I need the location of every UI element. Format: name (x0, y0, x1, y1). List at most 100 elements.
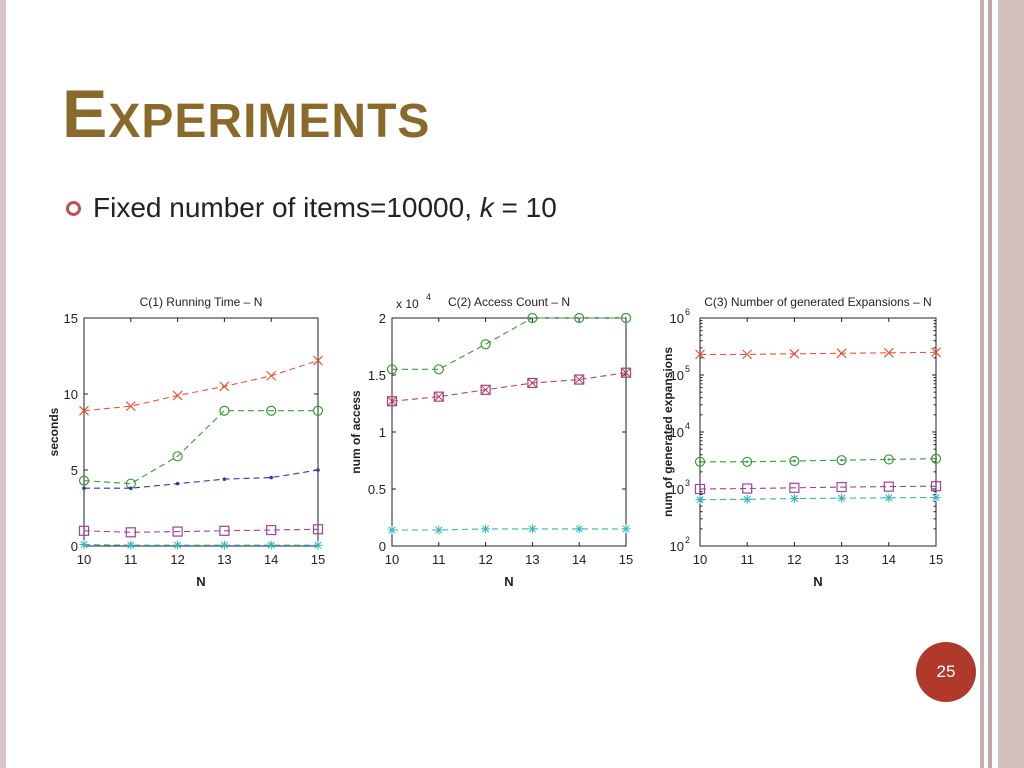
marker-circle (433, 364, 444, 375)
data-point (316, 468, 320, 472)
marker-star (695, 495, 705, 505)
x-tick-label: 15 (311, 552, 325, 567)
marker-dot (175, 481, 180, 486)
data-point (433, 364, 444, 375)
y-tick-label: 10 (670, 368, 684, 383)
axes-frame (391, 317, 627, 547)
data-point (172, 526, 183, 537)
x-axis-label: N (504, 574, 513, 589)
marker-dot (698, 460, 702, 464)
y-tick-label-exponent: 4 (685, 421, 690, 431)
marker-dot (269, 475, 273, 480)
data-point (789, 482, 800, 493)
y-tick-label: 10 (670, 425, 684, 440)
marker-circle (742, 456, 753, 467)
data-point (480, 339, 491, 350)
data-point (620, 312, 632, 324)
x-tick-label: 14 (264, 552, 278, 567)
marker-square (78, 525, 90, 536)
data-point (79, 405, 89, 416)
ring-bullet-icon (66, 200, 81, 216)
marker-x (574, 374, 585, 385)
y-tick-label-exponent: 3 (685, 478, 690, 488)
y-tick-label: 0.5 (368, 482, 386, 497)
y-tick-label: 10 (670, 539, 684, 554)
marker-star (837, 493, 847, 503)
marker-circle (620, 312, 632, 324)
data-point (836, 455, 847, 466)
slide-number-badge: 25 (916, 642, 976, 702)
marker-square (312, 524, 324, 535)
marker-x (79, 405, 89, 416)
data-point (386, 396, 398, 407)
marker-square (883, 481, 894, 492)
data-point (527, 377, 538, 389)
data-point (219, 381, 230, 392)
data-point (78, 475, 90, 486)
marker-circle (836, 455, 847, 466)
data-point (883, 347, 894, 358)
data-point (789, 494, 799, 504)
y-axis-label: num of access (349, 390, 363, 474)
marker-dot (840, 459, 843, 462)
data-point (126, 540, 136, 550)
data-point (125, 401, 136, 412)
marker-circle (480, 339, 491, 350)
data-point (695, 349, 705, 360)
marker-star (266, 540, 276, 550)
y-tick-label: 1 (379, 425, 386, 440)
marker-star (527, 524, 537, 534)
y-tick-label-exponent: 6 (685, 307, 690, 317)
x-tick-label: 10 (77, 552, 91, 567)
marker-x (836, 348, 847, 359)
x-tick-label: 13 (834, 552, 848, 567)
data-point (574, 312, 585, 324)
chart-plot-area: C(3) Number of generated Expansions – N 1… (661, 295, 943, 589)
marker-star (313, 540, 323, 550)
data-point (694, 456, 706, 467)
data-point (931, 347, 941, 358)
data-point (527, 524, 537, 534)
chart-access-count: C(2) Access Count – Nx 10 410 11 12 13 14 1500… (349, 292, 633, 589)
chart-plot-area: C(2) Access Count – Nx 10 410 11 12 13 14 1500… (349, 292, 633, 589)
y-tick-label: 10 (670, 482, 684, 497)
data-point (789, 455, 800, 467)
data-point (742, 349, 753, 360)
chart-title: C(3) Number of generated Expansions – N (704, 295, 931, 309)
x-axis-label: N (813, 574, 822, 589)
data-point (129, 486, 133, 491)
data-point (266, 370, 277, 381)
marker-dot (129, 486, 133, 491)
series-line (83, 410, 318, 485)
x-tick-label: 13 (525, 552, 539, 567)
data-point (172, 390, 183, 401)
marker-circle (219, 405, 230, 416)
marker-circle (78, 475, 90, 486)
marker-dot (793, 459, 796, 463)
marker-square (789, 482, 800, 493)
data-point (742, 483, 753, 494)
series-line (699, 485, 937, 490)
data-point (836, 348, 847, 359)
marker-x (931, 347, 941, 358)
data-point (312, 524, 324, 535)
x-tick-label: 11 (124, 552, 138, 567)
data-point (884, 493, 894, 503)
marker-x (742, 349, 753, 360)
data-point (219, 525, 230, 536)
series-line (83, 528, 319, 533)
chart-plot-area: C(1) Running Time – N 10 11 12 13 14 15 0 5 10 15 N… (47, 295, 325, 589)
data-point (620, 367, 632, 378)
data-point (387, 525, 397, 535)
x-tick-label: 14 (572, 552, 586, 567)
data-point (789, 348, 800, 359)
marker-x (219, 381, 230, 392)
right-border-strip (976, 0, 1024, 768)
x-tick-label: 15 (619, 552, 633, 567)
series-line (83, 360, 319, 412)
y-axis-label: num of generated expansions (661, 347, 675, 517)
marker-star (789, 494, 799, 504)
data-point (173, 540, 183, 550)
marker-x (789, 348, 800, 359)
bullet-text: Fixed number of items=10000, k = 10 (93, 192, 557, 224)
